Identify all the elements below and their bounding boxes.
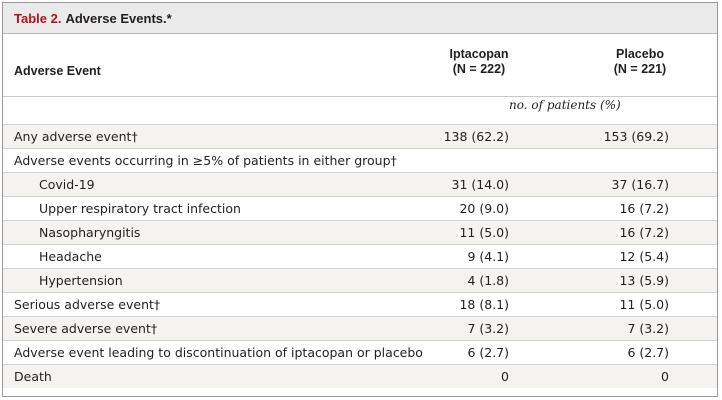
row-label: Any adverse event† (14, 129, 138, 144)
iptacopan-value: 0 (501, 369, 509, 384)
iptacopan-value: 7 (3.2) (467, 321, 509, 336)
table-header: Adverse Event Iptacopan (N = 222) Placeb… (3, 34, 717, 97)
table-row: Hypertension 4 (1.8) 13 (5.9) (3, 268, 717, 292)
adverse-events-table: Table 2. Adverse Events.* Adverse Event … (2, 2, 718, 397)
row-label: Adverse events occurring in ≥5% of patie… (14, 153, 397, 168)
placebo-value: 16 (7.2) (619, 201, 669, 216)
unit-label: no. of patients (%) (509, 98, 621, 112)
row-label: Adverse event leading to discontinuation… (14, 345, 423, 360)
iptacopan-value: 4 (1.8) (467, 273, 509, 288)
iptacopan-value: 138 (62.2) (443, 129, 509, 144)
table-row: Covid-19 31 (14.0) 37 (16.7) (3, 172, 717, 196)
placebo-value: 7 (3.2) (627, 321, 669, 336)
row-label: Death (14, 369, 52, 384)
table-body: Any adverse event† 138 (62.2) 153 (69.2)… (3, 124, 717, 388)
adverse-event-column-header: Adverse Event (14, 64, 101, 78)
placebo-value: 12 (5.4) (619, 249, 669, 264)
iptacopan-name: Iptacopan (449, 47, 509, 61)
iptacopan-n: (N = 222) (452, 62, 506, 76)
row-label: Severe adverse event† (14, 321, 158, 336)
iptacopan-value: 31 (14.0) (451, 177, 509, 192)
unit-row: no. of patients (%) (3, 97, 717, 124)
table-row: Any adverse event† 138 (62.2) 153 (69.2) (3, 124, 717, 148)
row-label: Serious adverse event† (14, 297, 161, 312)
placebo-column-header: Placebo (N = 221) (600, 47, 680, 77)
row-label: Headache (39, 249, 102, 264)
table-row: Serious adverse event† 18 (8.1) 11 (5.0) (3, 292, 717, 316)
row-label: Upper respiratory tract infection (39, 201, 241, 216)
table-title: Adverse Events.* (65, 10, 172, 26)
placebo-value: 153 (69.2) (603, 129, 669, 144)
row-label: Covid-19 (39, 177, 95, 192)
table-title-bar: Table 2. Adverse Events.* (3, 3, 717, 34)
placebo-value: 13 (5.9) (619, 273, 669, 288)
row-label: Nasopharyngitis (39, 225, 141, 240)
placebo-value: 37 (16.7) (611, 177, 669, 192)
iptacopan-column-header: Iptacopan (N = 222) (439, 47, 519, 77)
iptacopan-value: 18 (8.1) (459, 297, 509, 312)
placebo-value: 11 (5.0) (619, 297, 669, 312)
iptacopan-value: 9 (4.1) (467, 249, 509, 264)
placebo-value: 16 (7.2) (619, 225, 669, 240)
iptacopan-value: 6 (2.7) (467, 345, 509, 360)
table-row: Severe adverse event† 7 (3.2) 7 (3.2) (3, 316, 717, 340)
table-row: Adverse events occurring in ≥5% of patie… (3, 148, 717, 172)
placebo-value: 0 (661, 369, 669, 384)
table-row: Upper respiratory tract infection 20 (9.… (3, 196, 717, 220)
iptacopan-value: 11 (5.0) (459, 225, 509, 240)
table-row: Headache 9 (4.1) 12 (5.4) (3, 244, 717, 268)
table-number: Table 2. (14, 10, 62, 26)
row-label: Hypertension (39, 273, 123, 288)
placebo-name: Placebo (616, 47, 664, 61)
table-row: Nasopharyngitis 11 (5.0) 16 (7.2) (3, 220, 717, 244)
table-row: Death 0 0 (3, 364, 717, 388)
iptacopan-value: 20 (9.0) (459, 201, 509, 216)
placebo-n: (N = 221) (613, 62, 667, 76)
placebo-value: 6 (2.7) (627, 345, 669, 360)
table-row: Adverse event leading to discontinuation… (3, 340, 717, 364)
